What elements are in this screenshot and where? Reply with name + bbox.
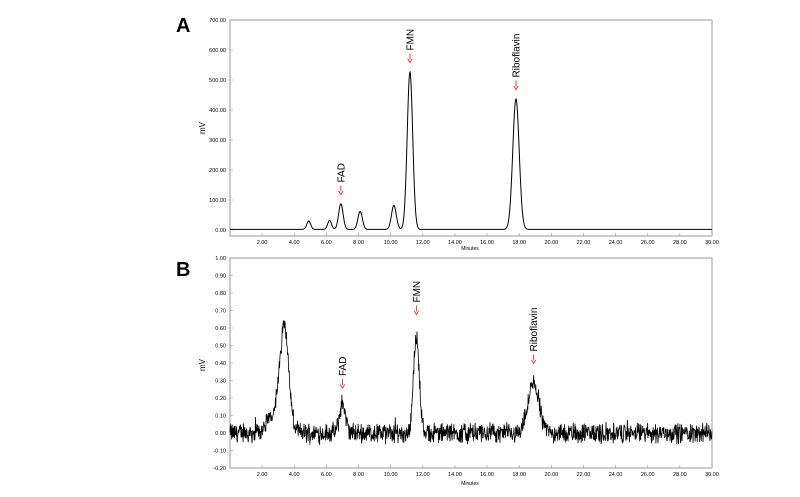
x-tick-label: 16.00 bbox=[480, 472, 494, 478]
x-tick-label: 10.00 bbox=[384, 240, 398, 246]
panel-b-annotations: FAD FMN Riboflavin bbox=[338, 281, 540, 389]
x-tick-label: 2.00 bbox=[257, 472, 268, 478]
y-tick-label: 700.00 bbox=[209, 18, 226, 24]
x-tick-label: 24.00 bbox=[609, 472, 623, 478]
panel-a-plot-frame bbox=[229, 19, 713, 237]
annotation-label: Riboflavin bbox=[511, 34, 522, 78]
y-tick-label: 100.00 bbox=[209, 198, 226, 204]
panel-a-letter: A bbox=[176, 15, 190, 37]
annotation-arrowhead bbox=[513, 85, 519, 91]
annotation-label: Riboflavin bbox=[529, 308, 540, 352]
annotation-label: FAD bbox=[338, 357, 349, 376]
x-tick-label: 12.00 bbox=[416, 240, 430, 246]
x-tick-label: 14.00 bbox=[448, 240, 462, 246]
y-tick-label: 0.00 bbox=[215, 228, 226, 234]
panel-a-y-axis-label: mV bbox=[198, 121, 207, 134]
y-tick-label: 0.50 bbox=[215, 344, 226, 350]
panel-b-letter: B bbox=[176, 259, 190, 281]
x-tick-label: 6.00 bbox=[321, 472, 332, 478]
panel-a-x-ticks: 2.00 4.00 6.00 8.00 10.00 12.00 14.00 16.00 18.0… bbox=[257, 233, 719, 246]
x-tick-label: 4.00 bbox=[289, 240, 300, 246]
y-tick-label: -0.10 bbox=[213, 449, 226, 455]
panel-b-x-axis-label: Minutes bbox=[461, 481, 479, 487]
x-tick-label: 26.00 bbox=[641, 472, 655, 478]
panel-b-y-ticks: -0.20 -0.10 0.00 0.10 0.20 0.30 0.40 0.50 0.60 0.… bbox=[213, 256, 233, 472]
x-tick-label: 18.00 bbox=[512, 472, 526, 478]
annotation-label: FAD bbox=[336, 163, 347, 182]
y-tick-label: 0.90 bbox=[215, 274, 226, 280]
x-tick-label: 22.00 bbox=[577, 472, 591, 478]
x-tick-label: 14.00 bbox=[448, 472, 462, 478]
panel-b-x-ticks: 2.00 4.00 6.00 8.00 10.00 12.00 14.00 16.00 18.0… bbox=[257, 465, 719, 478]
y-tick-label: 600.00 bbox=[209, 48, 226, 54]
annotation-arrowhead bbox=[531, 359, 537, 365]
panel-a-y-ticks: 0.00 100.00 200.00 300.00 400.00 500.00 600.00… bbox=[209, 18, 233, 234]
peak-annotation-fad: FAD bbox=[338, 357, 349, 389]
annotation-arrowhead bbox=[413, 310, 419, 316]
x-tick-label: 28.00 bbox=[673, 240, 687, 246]
y-tick-label: 0.60 bbox=[215, 326, 226, 332]
peak-annotation-riboflavin: Riboflavin bbox=[529, 308, 540, 365]
y-tick-label: 200.00 bbox=[209, 168, 226, 174]
y-tick-label: 1.00 bbox=[215, 256, 226, 262]
peak-annotation-fad: FAD bbox=[336, 163, 347, 196]
x-tick-label: 28.00 bbox=[673, 472, 687, 478]
y-tick-label: -0.20 bbox=[213, 466, 226, 472]
y-tick-label: 0.20 bbox=[215, 396, 226, 402]
peak-annotation-fmn: FMN bbox=[405, 29, 416, 64]
peak-annotation-riboflavin: Riboflavin bbox=[511, 34, 522, 91]
x-tick-label: 8.00 bbox=[353, 472, 364, 478]
annotation-arrowhead bbox=[339, 384, 346, 389]
x-tick-label: 16.00 bbox=[480, 240, 494, 246]
x-tick-label: 24.00 bbox=[609, 240, 623, 246]
y-tick-label: 0.10 bbox=[215, 414, 226, 420]
x-tick-label: 30.00 bbox=[705, 240, 719, 246]
peak-annotation-fmn: FMN bbox=[412, 281, 423, 316]
y-tick-label: 0.30 bbox=[215, 379, 226, 385]
x-tick-label: 8.00 bbox=[353, 240, 364, 246]
x-tick-label: 22.00 bbox=[577, 240, 591, 246]
annotation-arrowhead bbox=[407, 58, 413, 64]
x-tick-label: 2.00 bbox=[257, 240, 268, 246]
y-tick-label: 0.40 bbox=[215, 361, 226, 367]
panel-a-trace bbox=[230, 70, 712, 230]
x-tick-label: 20.00 bbox=[544, 240, 558, 246]
annotation-arrowhead bbox=[338, 190, 344, 196]
y-tick-label: 400.00 bbox=[209, 108, 226, 114]
y-tick-label: 0.70 bbox=[215, 309, 226, 315]
x-tick-label: 6.00 bbox=[321, 240, 332, 246]
x-tick-label: 30.00 bbox=[705, 472, 719, 478]
panel-b: B mV Minutes -0.20 -0.10 0.00 0.10 0.20 0.30 0… bbox=[176, 256, 719, 487]
x-tick-label: 10.00 bbox=[384, 472, 398, 478]
x-tick-label: 20.00 bbox=[544, 472, 558, 478]
y-tick-label: 0.00 bbox=[215, 431, 226, 437]
panel-a-annotations: FAD FMN Riboflavin bbox=[336, 29, 522, 196]
annotation-label: FMN bbox=[405, 29, 416, 51]
y-tick-label: 500.00 bbox=[209, 78, 226, 84]
x-tick-label: 12.00 bbox=[416, 472, 430, 478]
y-tick-label: 300.00 bbox=[209, 138, 226, 144]
y-tick-label: 0.80 bbox=[215, 291, 226, 297]
panel-a: A mV Minutes 0.00 100.00 200.00 300.00 400.0… bbox=[176, 15, 719, 252]
x-tick-label: 18.00 bbox=[512, 240, 526, 246]
panel-b-y-axis-label: mV bbox=[198, 358, 207, 371]
panel-b-trace bbox=[229, 320, 713, 445]
x-tick-label: 26.00 bbox=[641, 240, 655, 246]
annotation-label: FMN bbox=[412, 281, 423, 303]
x-tick-label: 4.00 bbox=[289, 472, 300, 478]
panel-a-x-axis-label: Minutes bbox=[461, 246, 479, 252]
